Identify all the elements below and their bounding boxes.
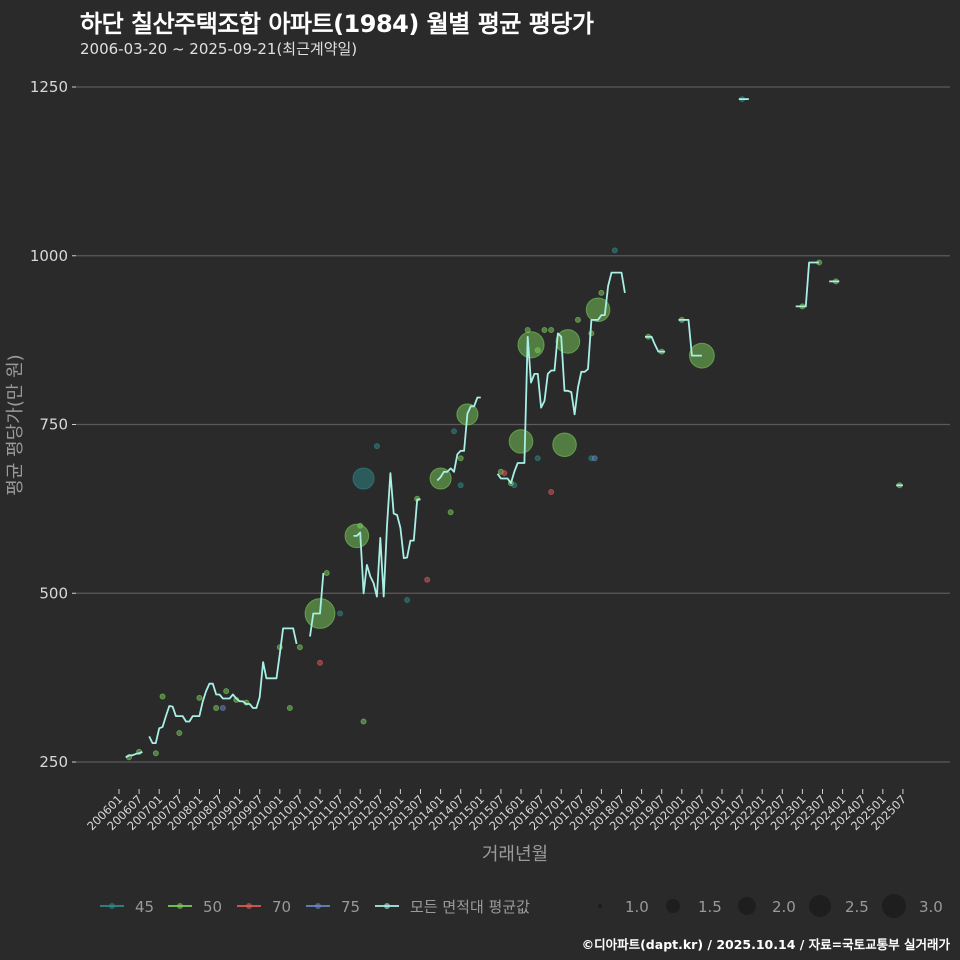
legend-size-label: 1.5	[698, 898, 722, 916]
data-point-75	[591, 455, 598, 462]
average-line-segment	[496, 271, 626, 485]
legend-size-label: 2.0	[772, 898, 796, 916]
legend-size-icon	[809, 895, 831, 917]
y-tick-label: 1250	[30, 78, 68, 96]
data-point-45	[404, 597, 411, 603]
data-point-50	[286, 705, 293, 711]
chart-title: 하단 칠산주택조합 아파트(1984) 월별 평균 평당가	[80, 10, 594, 38]
data-point-50	[429, 467, 452, 490]
data-point-45	[337, 610, 344, 617]
bubble-layer	[126, 96, 903, 761]
legend-size-icon	[666, 899, 680, 913]
legend-label: 45	[135, 898, 154, 916]
data-point-50	[213, 705, 220, 711]
average-line-segment	[148, 627, 298, 744]
average-line-segment	[795, 261, 820, 308]
data-point-50	[357, 522, 364, 529]
data-point-45	[611, 247, 618, 254]
data-point-50	[176, 729, 183, 736]
data-point-70	[424, 576, 431, 583]
legend-size-icon	[598, 904, 602, 908]
data-point-50	[517, 331, 545, 359]
data-point-50	[447, 509, 454, 516]
y-tick-label: 500	[39, 584, 68, 602]
data-point-50	[159, 693, 166, 700]
data-point-70	[501, 470, 508, 477]
average-line-segment	[645, 335, 666, 353]
y-axis: 250 500 750 1000 1250	[30, 78, 76, 771]
data-point-45	[451, 428, 457, 435]
data-point-50	[598, 289, 605, 296]
data-point-45	[352, 467, 375, 490]
average-line-segment	[436, 396, 481, 482]
data-point-45	[373, 443, 380, 450]
data-point-50	[541, 327, 548, 333]
data-point-50	[457, 455, 464, 462]
legend-size-icon	[882, 894, 906, 918]
legend-label: 50	[203, 898, 222, 916]
legend: 45 50 70 75 모든 면적대 평균값 1.0 1.5 2.0 2.5 3.0	[100, 894, 943, 918]
legend-size-label: 1.0	[625, 898, 649, 916]
source-caption: ©디아파트(dapt.kr) / 2025.10.14 / 자료=국토교통부 실…	[581, 937, 950, 952]
legend-label: 75	[341, 898, 360, 916]
data-point-50	[508, 429, 534, 454]
data-point-50	[555, 329, 581, 354]
y-axis-title: 평균 평당가(만 원)	[5, 354, 26, 495]
y-tick-label: 750	[39, 416, 68, 434]
legend-size-icon	[738, 897, 756, 915]
x-axis: 2006012006072007012007072008012008072009…	[84, 789, 909, 833]
data-point-50	[152, 750, 159, 757]
legend-size-label: 2.5	[845, 898, 869, 916]
data-point-70	[548, 489, 555, 495]
data-point-50	[548, 327, 555, 333]
data-point-70	[317, 659, 323, 666]
gridlines	[76, 86, 950, 763]
data-point-50	[552, 432, 577, 458]
legend-label: 모든 면적대 평균값	[410, 898, 530, 916]
average-line-segment	[353, 472, 421, 598]
average-line-segment	[309, 572, 325, 637]
data-point-50	[534, 347, 541, 354]
y-tick-label: 250	[39, 753, 68, 771]
data-point-45	[534, 455, 541, 462]
y-tick-label: 1000	[30, 247, 68, 265]
average-line	[125, 98, 903, 759]
legend-label: 70	[272, 898, 291, 916]
average-line-segment	[678, 318, 702, 357]
average-line-segment	[125, 751, 143, 759]
x-axis-title: 거래년월	[482, 844, 548, 865]
data-point-50	[296, 644, 303, 651]
data-point-50	[574, 316, 581, 323]
data-point-50	[323, 570, 330, 576]
data-point-50	[196, 694, 203, 701]
data-point-50	[223, 688, 230, 695]
chart-subtitle: 2006-03-20 ~ 2025-09-21(최근계약일)	[80, 40, 358, 58]
data-point-50	[360, 718, 367, 725]
data-point-75	[219, 705, 226, 711]
data-point-45	[457, 482, 464, 489]
legend-size-label: 3.0	[919, 898, 943, 916]
